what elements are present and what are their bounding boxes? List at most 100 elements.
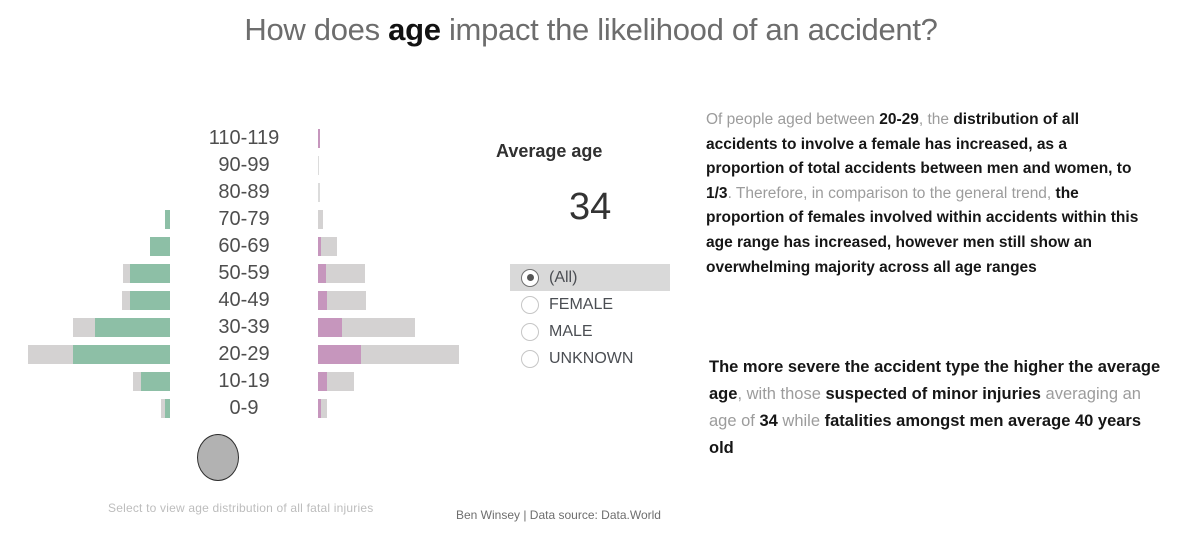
left-gray-segment[interactable] bbox=[133, 372, 141, 391]
right-pink-segment[interactable] bbox=[318, 237, 321, 256]
left-bar[interactable] bbox=[24, 156, 170, 175]
left-green-segment[interactable] bbox=[165, 210, 170, 229]
right-gray-segment[interactable] bbox=[327, 372, 354, 391]
left-bar[interactable] bbox=[24, 291, 170, 310]
right-bar[interactable] bbox=[318, 372, 354, 391]
right-bar[interactable] bbox=[318, 264, 365, 283]
left-gray-segment[interactable] bbox=[28, 345, 73, 364]
right-gray-segment[interactable] bbox=[321, 399, 327, 418]
left-green-segment[interactable] bbox=[141, 372, 170, 391]
left-bar[interactable] bbox=[24, 129, 170, 148]
gender-filter: (All) FEMALE MALE UNKNOWN bbox=[510, 264, 670, 372]
right-bar[interactable] bbox=[318, 345, 459, 364]
right-pink-segment[interactable] bbox=[318, 372, 327, 391]
right-bar[interactable] bbox=[318, 318, 415, 337]
right-gray-segment[interactable] bbox=[321, 237, 337, 256]
radio-option-female[interactable]: FEMALE bbox=[510, 291, 670, 318]
radio-icon[interactable] bbox=[521, 268, 539, 287]
left-green-segment[interactable] bbox=[150, 237, 170, 256]
commentary-paragraph-2: The more severe the accident type the hi… bbox=[709, 354, 1167, 462]
left-bar[interactable] bbox=[24, 210, 170, 229]
right-gray-segment[interactable] bbox=[342, 318, 415, 337]
pyramid-row: 80-89 bbox=[0, 179, 470, 206]
radio-option-unknown[interactable]: UNKNOWN bbox=[510, 345, 670, 372]
age-axis-label: 110-119 bbox=[208, 127, 280, 149]
text-run-bold: The more severe the accident type the hi… bbox=[709, 358, 1161, 403]
fatal-injuries-circle-mark[interactable] bbox=[197, 434, 239, 481]
right-gray-segment[interactable] bbox=[327, 291, 366, 310]
text-run-bold: distribution of all accidents to involve… bbox=[706, 111, 1132, 202]
attribution-footer: Ben Winsey | Data source: Data.World bbox=[456, 508, 661, 522]
text-run-bold: fatalities amongst men average 40 years … bbox=[709, 412, 1142, 457]
radio-icon[interactable] bbox=[521, 349, 539, 368]
radio-label: FEMALE bbox=[549, 295, 614, 313]
left-green-segment[interactable] bbox=[73, 345, 170, 364]
pyramid-row: 10-19 bbox=[0, 368, 470, 395]
radio-option-male[interactable]: MALE bbox=[510, 318, 670, 345]
right-pink-segment[interactable] bbox=[318, 318, 342, 337]
left-green-segment[interactable] bbox=[130, 264, 170, 283]
right-pink-segment[interactable] bbox=[318, 345, 361, 364]
text-run-bold: suspected of minor injuries bbox=[825, 385, 1041, 403]
average-age-value: 34 bbox=[569, 186, 612, 228]
right-bar[interactable] bbox=[318, 399, 327, 418]
pyramid-row: 20-29 bbox=[0, 341, 470, 368]
age-axis-label: 60-69 bbox=[218, 235, 270, 257]
left-bar[interactable] bbox=[24, 318, 170, 337]
left-gray-segment[interactable] bbox=[73, 318, 95, 337]
age-axis-label: 40-49 bbox=[218, 289, 270, 311]
text-run: averaging an age of bbox=[709, 385, 1141, 430]
title-highlight: age bbox=[388, 12, 441, 47]
right-bar[interactable] bbox=[318, 183, 320, 202]
right-gray-segment[interactable] bbox=[361, 345, 459, 364]
pyramid-row: 110-119 bbox=[0, 125, 470, 152]
left-gray-segment[interactable] bbox=[122, 291, 130, 310]
left-gray-segment[interactable] bbox=[123, 264, 130, 283]
right-bar[interactable] bbox=[318, 291, 366, 310]
left-bar[interactable] bbox=[24, 345, 170, 364]
left-green-segment[interactable] bbox=[165, 399, 170, 418]
title-prefix: How does bbox=[244, 12, 389, 47]
right-gray-segment[interactable] bbox=[318, 183, 320, 202]
radio-dot bbox=[526, 274, 534, 281]
right-bar[interactable] bbox=[318, 237, 337, 256]
left-bar[interactable] bbox=[24, 183, 170, 202]
chart-caption: Select to view age distribution of all f… bbox=[108, 501, 374, 515]
right-gray-segment[interactable] bbox=[326, 264, 365, 283]
pyramid-row: 40-49 bbox=[0, 287, 470, 314]
left-bar[interactable] bbox=[24, 372, 170, 391]
right-gray-segment[interactable] bbox=[318, 210, 323, 229]
average-age-label: Average age bbox=[496, 141, 603, 161]
radio-option-all[interactable]: (All) bbox=[510, 264, 670, 291]
pyramid-row: 0-9 bbox=[0, 395, 470, 422]
right-pink-segment[interactable] bbox=[318, 291, 327, 310]
left-gray-segment[interactable] bbox=[161, 399, 165, 418]
text-run: Of people aged between bbox=[706, 111, 880, 128]
pyramid-row: 70-79 bbox=[0, 206, 470, 233]
radio-label: MALE bbox=[549, 322, 593, 340]
radio-icon[interactable] bbox=[521, 295, 539, 314]
age-axis-label: 90-99 bbox=[218, 154, 270, 176]
pyramid-row: 30-39 bbox=[0, 314, 470, 341]
left-green-segment[interactable] bbox=[95, 318, 170, 337]
age-axis-label: 10-19 bbox=[218, 370, 270, 392]
left-bar[interactable] bbox=[24, 399, 170, 418]
radio-icon[interactable] bbox=[521, 322, 539, 341]
right-pink-segment[interactable] bbox=[318, 264, 326, 283]
right-pink-segment[interactable] bbox=[318, 129, 320, 148]
left-bar[interactable] bbox=[24, 237, 170, 256]
title-suffix: impact the likelihood of an accident? bbox=[440, 12, 938, 47]
left-green-segment[interactable] bbox=[130, 291, 170, 310]
radio-label: (All) bbox=[549, 268, 578, 286]
pyramid-row: 90-99 bbox=[0, 152, 470, 179]
left-bar[interactable] bbox=[24, 264, 170, 283]
right-pink-segment[interactable] bbox=[318, 399, 321, 418]
right-gray-segment[interactable] bbox=[318, 156, 319, 175]
right-bar[interactable] bbox=[318, 156, 319, 175]
age-pyramid-chart[interactable]: 110-119 90-99 80-89 70-79 60-69 50-59 40-49 30-… bbox=[0, 125, 470, 422]
pyramid-row: 60-69 bbox=[0, 233, 470, 260]
right-bar[interactable] bbox=[318, 129, 320, 148]
age-axis-label: 30-39 bbox=[218, 316, 270, 338]
right-bar[interactable] bbox=[318, 210, 323, 229]
